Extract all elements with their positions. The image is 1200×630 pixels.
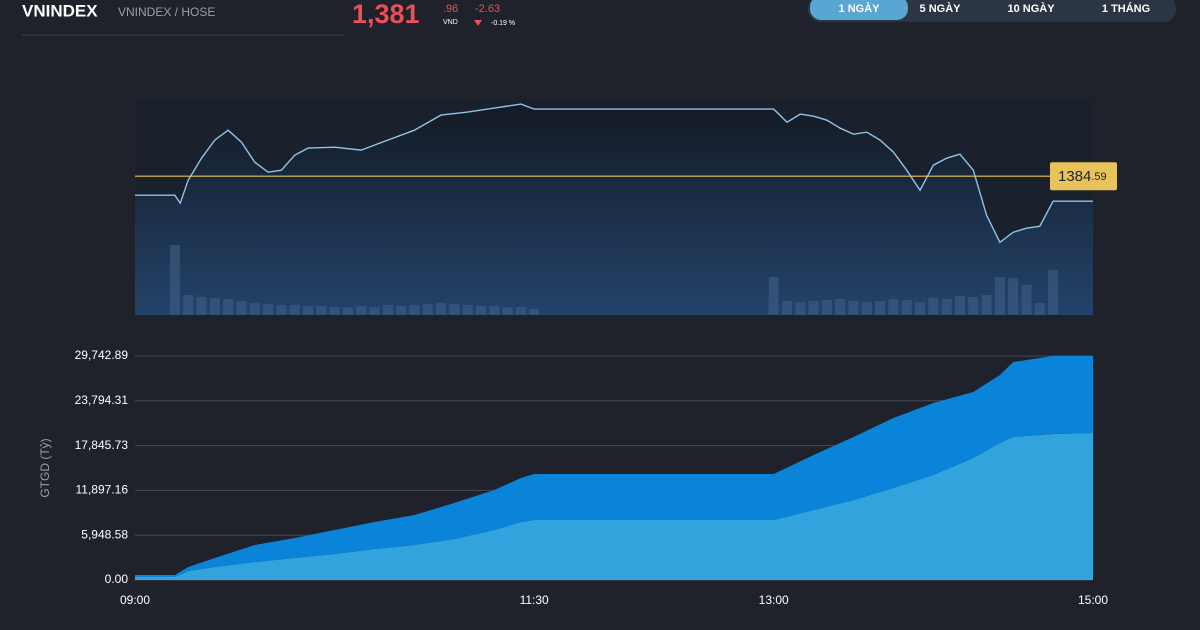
- volume-bar: [1034, 303, 1045, 315]
- volume-bar: [316, 306, 327, 315]
- volume-bar: [196, 297, 207, 315]
- change: -2.63: [475, 3, 500, 15]
- volume-bar: [489, 306, 500, 315]
- volume-bar: [289, 305, 300, 315]
- volume-bar: [954, 296, 965, 315]
- price-line: [135, 103, 1093, 244]
- volume-bar: [861, 302, 872, 315]
- volume-bar: [302, 306, 313, 315]
- area-fill: [135, 104, 1093, 315]
- y-tick-label: 17,845.73: [75, 438, 129, 452]
- area: [135, 356, 1093, 577]
- volume-bar: [821, 300, 832, 315]
- volume-bar: [994, 277, 1005, 315]
- tab[interactable]: 5 NGÀY: [920, 2, 962, 15]
- volume-bar: [209, 298, 220, 315]
- volume-bar: [449, 304, 460, 315]
- volume-bar: [848, 301, 859, 315]
- y-tick-label: 29,742.89: [75, 348, 129, 362]
- volume-bar: [1048, 270, 1059, 315]
- volume-bar: [1008, 278, 1019, 315]
- tab[interactable]: 1 THÁNG: [1102, 2, 1150, 15]
- price: 1,381: [352, 0, 420, 29]
- x-tick-label: 09:00: [120, 593, 150, 607]
- volume-bar: [795, 302, 806, 315]
- volume-bar: [981, 295, 992, 315]
- currency: VND: [443, 19, 458, 26]
- volume-bar: [249, 303, 260, 315]
- price-chart: 1384.59: [135, 100, 1117, 315]
- volume-bar: [781, 301, 792, 315]
- volume-bar: [768, 277, 779, 315]
- volume-bar: [169, 245, 180, 315]
- volume-bar: [263, 304, 274, 315]
- change-pct: -0.19 %: [491, 20, 515, 27]
- volume-bar: [396, 306, 407, 315]
- y-tick-label: 0.00: [105, 572, 129, 586]
- volume-bar: [422, 304, 433, 315]
- price-decimal: .96: [443, 3, 458, 15]
- volume-bar: [808, 301, 819, 315]
- y-tick-label: 23,794.31: [75, 393, 129, 407]
- volume-bar: [236, 301, 247, 315]
- tab[interactable]: 10 NGÀY: [1007, 2, 1055, 15]
- volume-bar: [223, 299, 234, 315]
- volume-bar: [1021, 285, 1032, 315]
- down-arrow: [474, 20, 482, 26]
- volume-bar: [475, 306, 486, 315]
- y-axis-label: GTGD (Tỷ): [38, 438, 52, 497]
- volume-bar: [382, 305, 393, 315]
- x-tick-label: 11:30: [520, 593, 549, 607]
- reference-label: 1384.59: [1058, 168, 1107, 185]
- volume-bar: [835, 299, 846, 315]
- volume-bar: [502, 307, 513, 315]
- volume-bar: [329, 307, 340, 315]
- volume-bar: [529, 309, 540, 315]
- volume-bar: [875, 301, 886, 315]
- reference-label-bg: [1050, 162, 1117, 191]
- tabs: 1 NGÀY 5 NGÀY 10 NGÀY 1 THÁNG: [839, 2, 1151, 15]
- area: [135, 433, 1093, 580]
- volume-bar: [276, 305, 287, 315]
- x-tick-label: 13:00: [759, 593, 789, 607]
- volume-bar: [968, 297, 979, 315]
- volume-bar: [369, 307, 380, 315]
- value-chart: 0.00 5,948.58 11,897.16 17,845.73 23,794.31 2…: [38, 348, 1108, 607]
- volume-bar: [888, 299, 899, 315]
- symbol: VNINDEX: [22, 1, 98, 20]
- volume-bar: [409, 305, 420, 315]
- volume-bar: [342, 307, 353, 315]
- volume-bar: [462, 305, 473, 315]
- volume-bar: [941, 299, 952, 315]
- exchange: VNINDEX / HOSE: [118, 5, 215, 19]
- volume-bar: [928, 298, 939, 315]
- y-tick-label: 11,897.16: [76, 483, 129, 497]
- volume-bar: [901, 300, 912, 315]
- tab-active-bg: [810, 0, 908, 20]
- volume-bar: [436, 303, 447, 315]
- x-tick-label: 15:00: [1078, 593, 1108, 607]
- tab[interactable]: 1 NGÀY: [839, 2, 881, 15]
- volume-bar: [515, 307, 526, 315]
- y-tick-label: 5,948.58: [81, 527, 128, 541]
- volume-bar: [915, 302, 926, 315]
- volume-bar: [356, 306, 367, 315]
- volume-bar: [183, 295, 194, 315]
